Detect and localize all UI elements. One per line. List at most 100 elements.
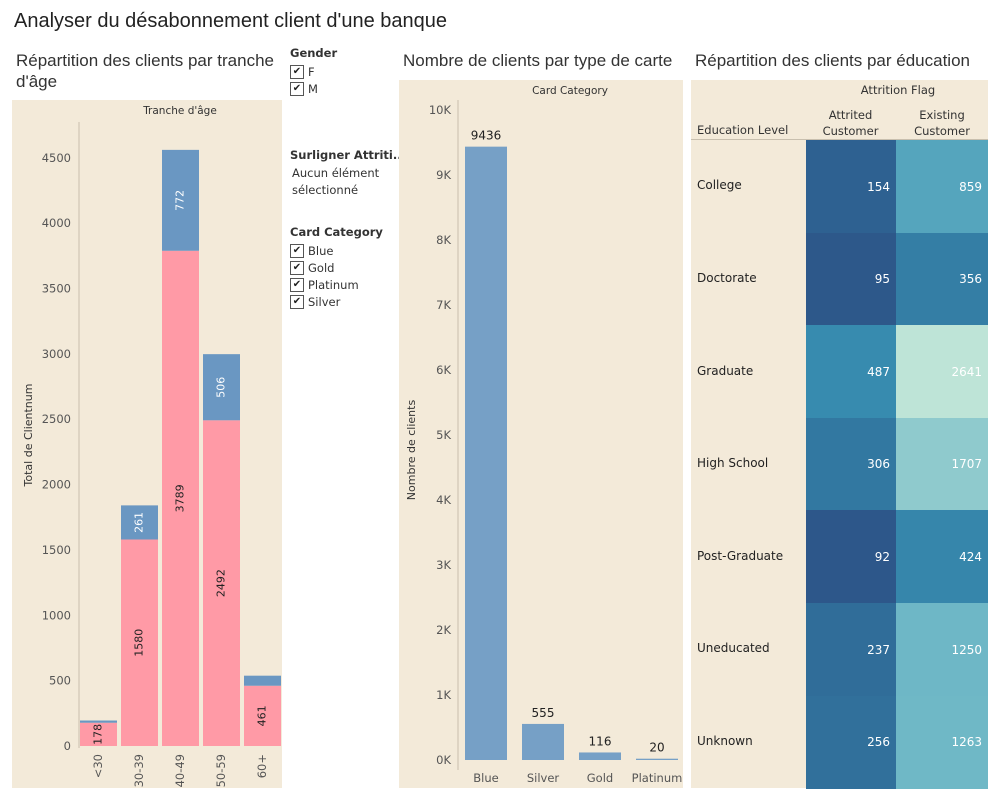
age-chart-title-line2: d'âge (16, 72, 58, 91)
x-tick-label: 40-49 (173, 754, 187, 787)
card-chart-title: Nombre de clients par type de carte (403, 51, 673, 70)
x-tick-label: Blue (473, 771, 498, 785)
existing-value-label: 178 (92, 724, 105, 745)
checkbox-checked-icon[interactable]: ✔ (290, 277, 304, 292)
education-level-header: Education Level (697, 123, 789, 137)
card-category-bar (522, 723, 564, 760)
gender-filter: Gender ✔ F ✔ M (290, 46, 337, 97)
x-tick-label: Gold (587, 771, 613, 785)
age-chart-panel: Tranche d'âge Total de Clientnum 0 500 1000 1… (12, 100, 282, 788)
education-row-label: College (697, 178, 742, 193)
education-row-label: Post-Graduate (697, 548, 784, 563)
heat-cell: 237 (806, 603, 896, 697)
gender-option-f[interactable]: ✔ F (290, 63, 337, 80)
checkbox-checked-icon[interactable]: ✔ (290, 81, 304, 96)
existing-value-label: 461 (256, 705, 269, 726)
card-option-silver[interactable]: ✔ Silver (290, 293, 383, 310)
attrited-customer-bar (244, 675, 281, 686)
age-chart-title: Répartition des clients par tranche d'âg… (16, 50, 286, 92)
highlight-filter-value[interactable]: Aucun élément sélectionné (290, 165, 402, 199)
y-tick-label: 3K (436, 558, 451, 572)
x-tick-label: Silver (527, 771, 560, 785)
header-divider (691, 139, 988, 140)
card-option-blue[interactable]: ✔ Blue (290, 242, 383, 259)
card-chart-panel: Card Category Nombre de clients 0K 1K 2K 3K 4K… (399, 80, 683, 788)
card-option-blue-label: Blue (308, 243, 334, 258)
card-category-bar (465, 146, 507, 760)
highlight-filter-title: Surligner Attriti.. (290, 148, 402, 162)
bar-value-label: 20 (649, 741, 664, 755)
card-category-filter: Card Category ✔ Blue ✔ Gold ✔ Platinum ✔… (290, 225, 383, 310)
y-tick-label: 0 (64, 739, 71, 753)
y-tick-label: 2K (436, 623, 451, 637)
y-tick-label: 6K (436, 363, 451, 377)
card-option-platinum[interactable]: ✔ Platinum (290, 276, 383, 293)
existing-customer-bar (203, 420, 240, 746)
heat-cell: 306 (806, 417, 896, 511)
attrited-value-label: 772 (174, 190, 187, 211)
y-tick-label: 3500 (42, 282, 71, 296)
highlight-filter-value-line2: sélectionné (292, 183, 359, 197)
x-tick-label: 50-59 (214, 754, 228, 787)
education-chart-title: Répartition des clients par éducation (695, 51, 970, 70)
checkbox-checked-icon[interactable]: ✔ (290, 260, 304, 275)
heat-cell: 1250 (896, 603, 988, 697)
card-option-gold-label: Gold (308, 260, 335, 275)
y-tick-label: 7K (436, 298, 451, 312)
attrited-customer-bar (121, 505, 158, 540)
education-row-label: Doctorate (697, 270, 757, 285)
attrited-value-label: 261 (133, 512, 146, 533)
existing-customer-bar (80, 722, 117, 746)
card-chart: Card Category Nombre de clients 0K 1K 2K 3K 4K… (405, 85, 683, 785)
y-tick-label: 0K (436, 753, 451, 767)
y-tick-label: 2000 (42, 478, 71, 492)
existing-value-label: 3789 (174, 484, 187, 512)
existing-value-label: 1580 (133, 629, 146, 657)
heat-cell: 154 (806, 140, 896, 234)
y-tick-label: 8K (436, 233, 451, 247)
heat-cell: 1263 (896, 695, 988, 789)
existing-value-label: 2492 (215, 569, 228, 597)
card-column-header: Card Category (532, 85, 608, 97)
x-tick-label: Platinum (632, 771, 683, 785)
age-y-axis-label: Total de Clientnum (22, 384, 35, 488)
y-tick-label: 4K (436, 493, 451, 507)
column-header-attrited-line1: Attrited (828, 108, 873, 122)
heat-cell: 92 (806, 510, 896, 604)
x-tick-label: 60+ (255, 754, 269, 778)
education-row-label: Uneducated (697, 641, 770, 656)
gender-option-f-label: F (308, 64, 315, 79)
education-row-label: High School (697, 456, 769, 471)
column-header-attrited: Attrited Customer (806, 107, 895, 139)
dashboard-title: Analyser du désabonnement client d'une b… (14, 10, 448, 32)
heat-cell: 859 (896, 140, 988, 234)
column-header-existing-line1: Existing (919, 108, 965, 122)
y-tick-label: 4500 (42, 151, 71, 165)
checkbox-checked-icon[interactable]: ✔ (290, 243, 304, 258)
checkbox-checked-icon[interactable]: ✔ (290, 64, 304, 79)
card-category-bar (636, 758, 678, 760)
x-tick-label: <30 (91, 754, 105, 778)
card-option-gold[interactable]: ✔ Gold (290, 259, 383, 276)
y-tick-label: 500 (49, 674, 71, 688)
gender-option-m[interactable]: ✔ M (290, 80, 337, 97)
column-header-attrited-line2: Customer (822, 124, 879, 138)
y-tick-label: 9K (436, 168, 451, 182)
education-heat-table: Attrition Flag Attrited Customer Existin… (691, 80, 988, 789)
card-option-platinum-label: Platinum (308, 277, 359, 292)
card-y-axis-label: Nombre de clients (405, 400, 418, 501)
highlight-filter-value-line1: Aucun élément (292, 166, 380, 180)
card-category-bar (579, 752, 621, 760)
y-tick-label: 10K (429, 103, 452, 117)
age-chart-title-line1: Répartition des clients par tranche (16, 51, 274, 70)
heat-cell: 1707 (896, 417, 988, 511)
heat-cell: 95 (806, 232, 896, 326)
attrition-flag-header: Attrition Flag (860, 83, 936, 97)
age-chart: Tranche d'âge Total de Clientnum 0 500 1000 1… (22, 105, 281, 787)
gender-option-m-label: M (308, 81, 318, 96)
card-option-silver-label: Silver (308, 294, 341, 309)
checkbox-checked-icon[interactable]: ✔ (290, 294, 304, 309)
x-tick-label: 30-39 (132, 754, 146, 787)
highlight-attrition-filter[interactable]: Surligner Attriti.. Aucun élément sélect… (290, 148, 402, 199)
gender-filter-title: Gender (290, 46, 338, 60)
